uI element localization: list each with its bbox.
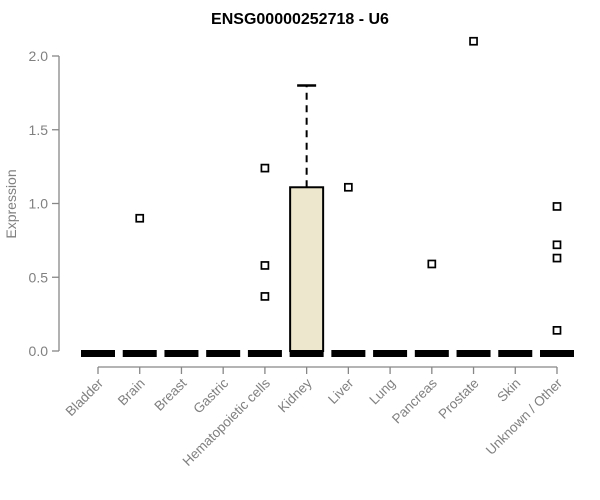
median-bar: [539, 350, 574, 357]
median-bar: [289, 350, 324, 357]
y-axis-tick-label: 0.5: [29, 269, 49, 285]
x-axis-category-label: Brain: [115, 376, 148, 409]
x-axis-category-label: Unknown / Other: [483, 375, 566, 458]
median-bar: [331, 350, 366, 357]
y-axis-tick-label: 2.0: [29, 48, 49, 64]
x-axis-category-label: Kidney: [275, 375, 315, 415]
outlier-point: [552, 240, 562, 250]
outlier-point: [552, 326, 562, 335]
outlier-point: [552, 253, 562, 263]
outlier-point: [260, 261, 270, 270]
x-axis-category-label: Skin: [494, 376, 523, 405]
median-bar: [414, 350, 449, 357]
median-bar: [498, 350, 533, 357]
x-axis-category-label: Gastric: [190, 375, 231, 416]
median-bar: [81, 350, 115, 357]
x-axis-category-label: Pancreas: [389, 375, 440, 426]
x-axis-category-label: Lung: [366, 376, 398, 408]
y-axis-tick-label: 0.0: [29, 343, 49, 359]
median-bar: [164, 350, 199, 357]
median-bar: [247, 350, 282, 357]
x-axis-category-label: Breast: [151, 375, 189, 413]
x-axis-category-label: Bladder: [63, 375, 107, 419]
y-axis-tick-label: 1.0: [29, 196, 49, 212]
outlier-point: [260, 292, 270, 301]
median-bar: [373, 350, 408, 357]
median-bar: [206, 350, 241, 357]
x-axis-category-label: Liver: [325, 375, 357, 407]
outlier-point: [260, 163, 270, 173]
x-axis-category-label: Prostate: [436, 376, 482, 422]
outlier-point: [469, 36, 478, 46]
y-axis-tick-label: 1.5: [29, 122, 49, 138]
median-bar: [122, 350, 157, 357]
chart-title: ENSG00000252718 - U6: [211, 11, 389, 28]
outlier-point: [427, 259, 437, 269]
outlier-point: [135, 213, 145, 223]
outlier-point: [344, 182, 353, 192]
median-bar: [456, 350, 491, 357]
outlier-point: [552, 202, 562, 211]
box-iqr: [289, 186, 325, 352]
y-axis-title: Expression: [3, 169, 19, 238]
